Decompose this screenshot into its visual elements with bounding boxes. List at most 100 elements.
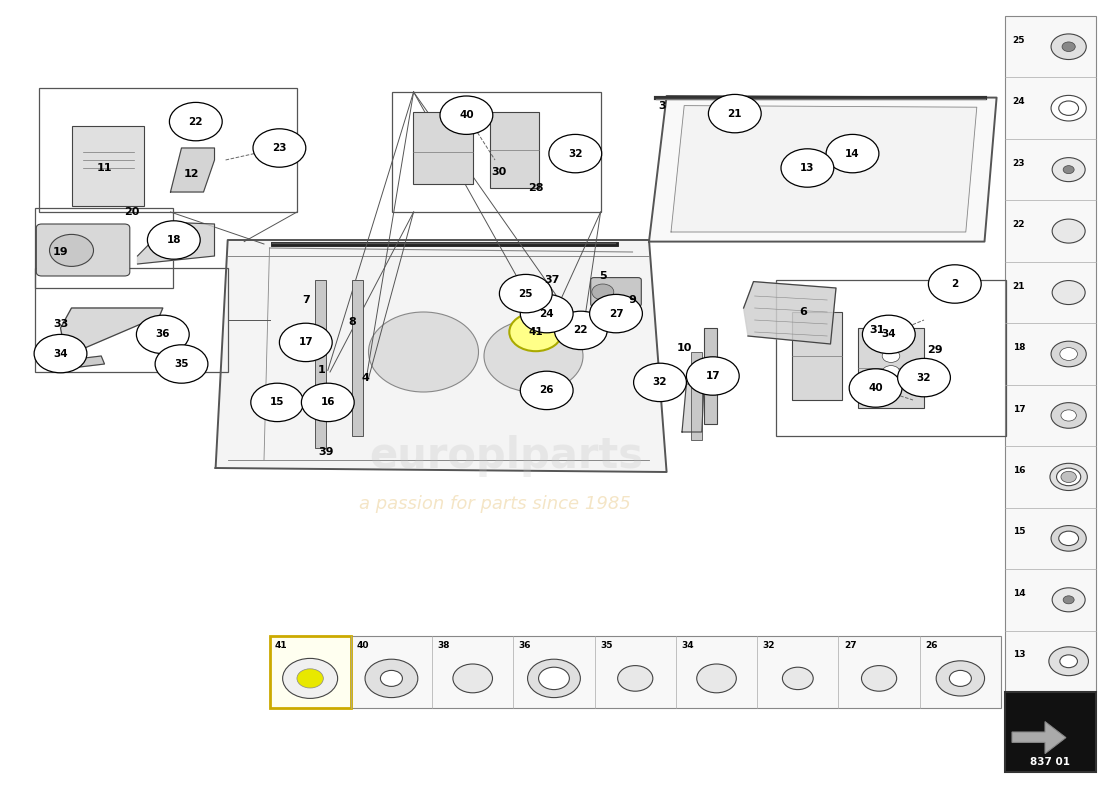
Circle shape bbox=[520, 371, 573, 410]
Text: 40: 40 bbox=[356, 641, 369, 650]
Text: 29: 29 bbox=[927, 346, 943, 355]
Text: 30: 30 bbox=[492, 167, 507, 177]
Circle shape bbox=[686, 357, 739, 395]
Circle shape bbox=[781, 149, 834, 187]
Text: 12: 12 bbox=[184, 169, 199, 178]
Circle shape bbox=[297, 669, 323, 688]
Circle shape bbox=[1053, 219, 1085, 243]
Text: 36: 36 bbox=[155, 330, 170, 339]
Text: 26: 26 bbox=[925, 641, 937, 650]
Circle shape bbox=[301, 383, 354, 422]
Circle shape bbox=[539, 667, 570, 690]
Circle shape bbox=[849, 369, 902, 407]
Text: 18: 18 bbox=[1012, 343, 1025, 352]
Circle shape bbox=[1058, 101, 1079, 115]
Circle shape bbox=[696, 664, 736, 693]
Circle shape bbox=[708, 94, 761, 133]
FancyBboxPatch shape bbox=[315, 280, 326, 448]
Text: 17: 17 bbox=[705, 371, 720, 381]
Circle shape bbox=[1060, 410, 1077, 421]
Circle shape bbox=[499, 274, 552, 313]
Text: 19: 19 bbox=[53, 247, 68, 257]
FancyBboxPatch shape bbox=[858, 328, 924, 408]
Text: 34: 34 bbox=[881, 330, 896, 339]
Circle shape bbox=[453, 664, 493, 693]
Circle shape bbox=[949, 670, 971, 686]
Text: 10: 10 bbox=[676, 343, 692, 353]
Circle shape bbox=[1049, 463, 1088, 490]
Text: 2: 2 bbox=[952, 279, 958, 289]
Text: 13: 13 bbox=[800, 163, 815, 173]
Text: 27: 27 bbox=[608, 309, 624, 318]
Circle shape bbox=[618, 666, 653, 691]
Circle shape bbox=[592, 284, 614, 300]
Text: 32: 32 bbox=[568, 149, 583, 158]
FancyBboxPatch shape bbox=[1005, 692, 1096, 772]
Text: 14: 14 bbox=[845, 149, 860, 158]
Circle shape bbox=[528, 659, 581, 698]
Polygon shape bbox=[682, 384, 704, 432]
Text: 26: 26 bbox=[539, 386, 554, 395]
Circle shape bbox=[381, 670, 403, 686]
Text: 23: 23 bbox=[272, 143, 287, 153]
Circle shape bbox=[1052, 341, 1087, 366]
Text: 15: 15 bbox=[1012, 527, 1025, 537]
Polygon shape bbox=[68, 356, 104, 368]
Text: 32: 32 bbox=[652, 378, 668, 387]
Circle shape bbox=[283, 658, 338, 698]
FancyBboxPatch shape bbox=[412, 112, 473, 184]
Text: 27: 27 bbox=[844, 641, 857, 650]
Circle shape bbox=[251, 383, 304, 422]
Polygon shape bbox=[170, 148, 214, 192]
Circle shape bbox=[155, 345, 208, 383]
Text: 9: 9 bbox=[628, 295, 637, 305]
Text: 35: 35 bbox=[601, 641, 613, 650]
Text: 4: 4 bbox=[361, 374, 370, 383]
Text: 837 01: 837 01 bbox=[1031, 757, 1070, 766]
Circle shape bbox=[1057, 468, 1080, 486]
FancyBboxPatch shape bbox=[352, 280, 363, 436]
FancyBboxPatch shape bbox=[270, 636, 1001, 708]
Circle shape bbox=[1052, 34, 1087, 59]
Circle shape bbox=[861, 666, 896, 691]
Circle shape bbox=[509, 313, 562, 351]
FancyBboxPatch shape bbox=[591, 278, 641, 306]
Circle shape bbox=[549, 134, 602, 173]
Circle shape bbox=[279, 323, 332, 362]
Polygon shape bbox=[138, 222, 214, 264]
Text: 22: 22 bbox=[1012, 220, 1025, 229]
Text: 16: 16 bbox=[1012, 466, 1025, 475]
Text: 11: 11 bbox=[97, 163, 112, 173]
Polygon shape bbox=[1012, 722, 1066, 754]
Text: 31: 31 bbox=[869, 325, 884, 334]
Text: 13: 13 bbox=[1012, 650, 1025, 659]
Text: 34: 34 bbox=[681, 641, 694, 650]
Circle shape bbox=[634, 363, 686, 402]
Text: 35: 35 bbox=[174, 359, 189, 369]
Polygon shape bbox=[649, 96, 997, 242]
Circle shape bbox=[898, 358, 950, 397]
Text: 40: 40 bbox=[459, 110, 474, 120]
Text: 1: 1 bbox=[317, 366, 326, 375]
Circle shape bbox=[1049, 647, 1089, 676]
Text: 24: 24 bbox=[539, 309, 554, 318]
Circle shape bbox=[928, 265, 981, 303]
Circle shape bbox=[1053, 588, 1085, 612]
Circle shape bbox=[1053, 281, 1085, 305]
Polygon shape bbox=[671, 106, 977, 232]
Circle shape bbox=[365, 659, 418, 698]
Text: 33: 33 bbox=[53, 319, 68, 329]
Polygon shape bbox=[216, 240, 667, 472]
Circle shape bbox=[1053, 158, 1085, 182]
Text: 41: 41 bbox=[528, 327, 543, 337]
Text: 36: 36 bbox=[519, 641, 531, 650]
Circle shape bbox=[882, 366, 900, 378]
Circle shape bbox=[554, 311, 607, 350]
Circle shape bbox=[1063, 42, 1076, 51]
Polygon shape bbox=[60, 308, 163, 356]
Text: 41: 41 bbox=[275, 641, 287, 650]
Circle shape bbox=[1060, 471, 1077, 482]
Text: 22: 22 bbox=[188, 117, 204, 126]
Circle shape bbox=[590, 294, 642, 333]
Text: 28: 28 bbox=[528, 183, 543, 193]
